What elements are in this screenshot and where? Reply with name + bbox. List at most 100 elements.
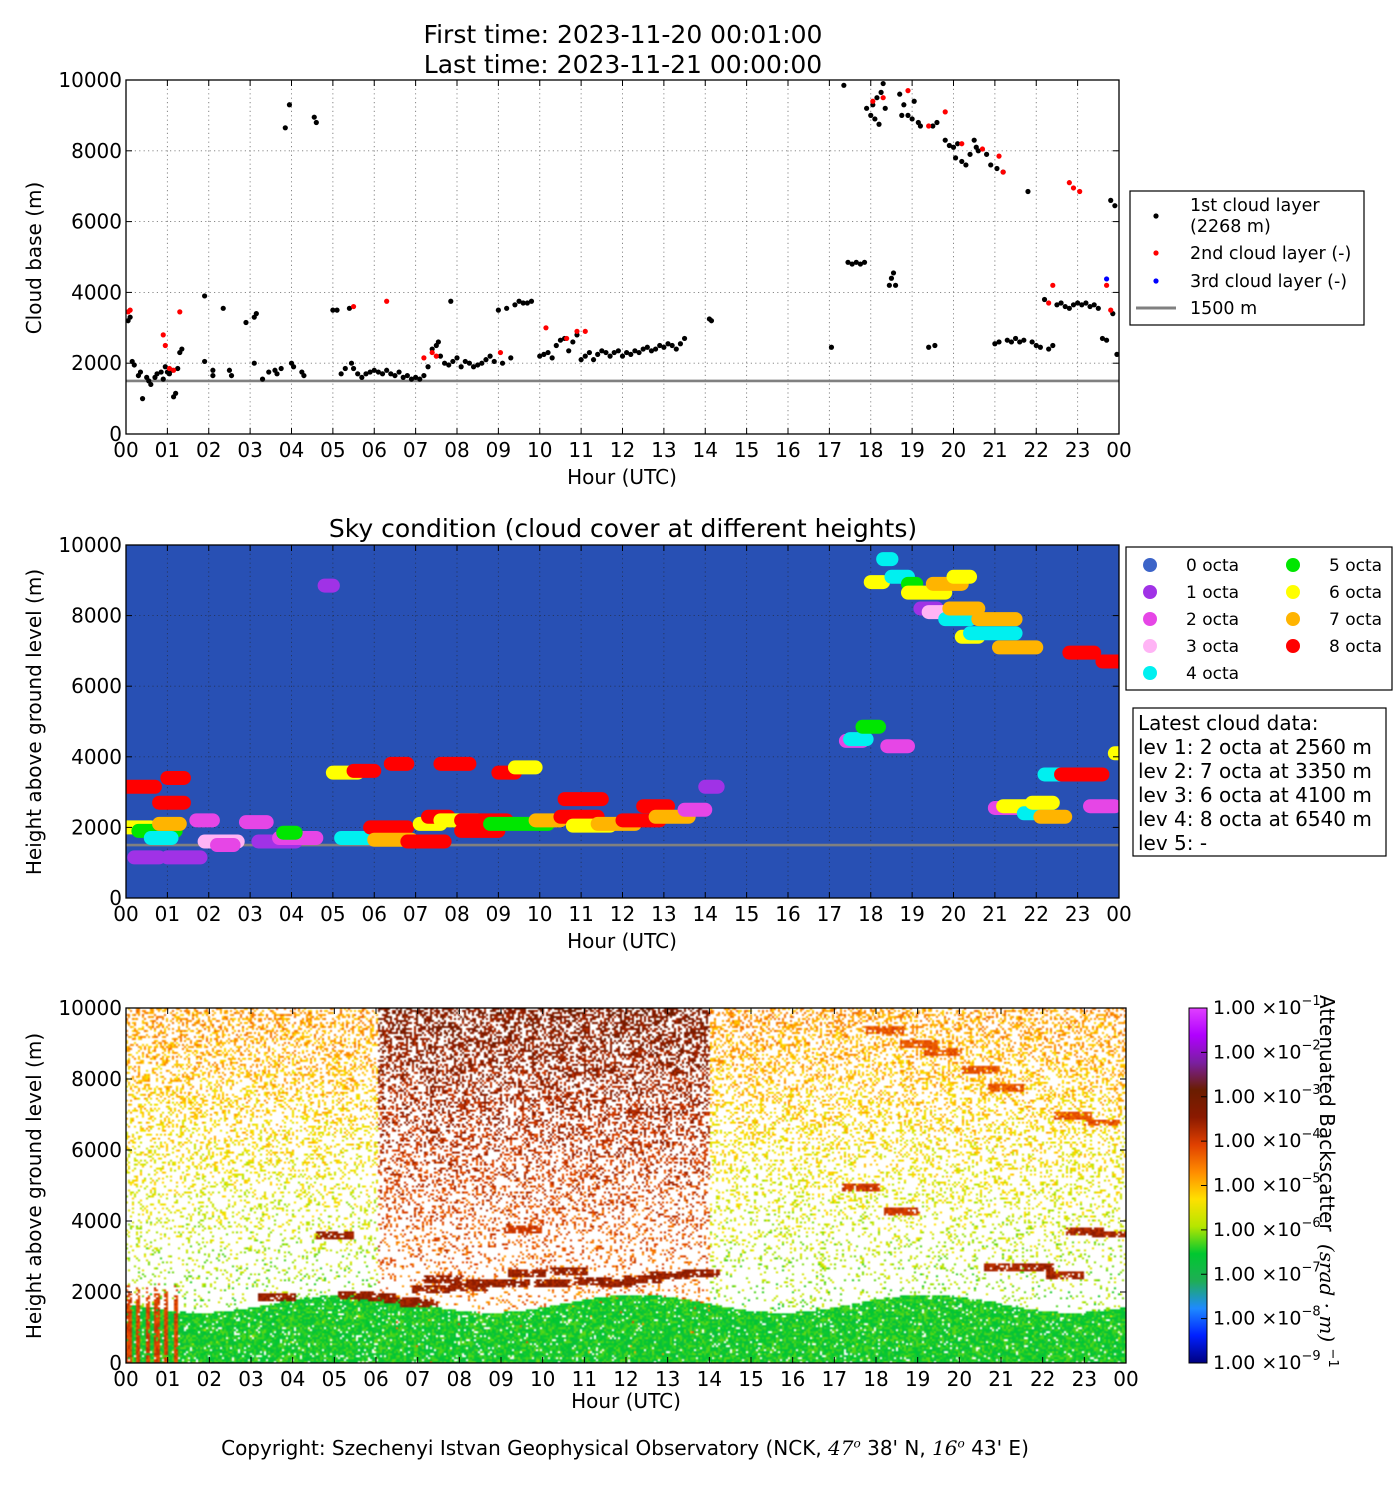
- backscatter-xtick-label: 22: [1030, 1367, 1055, 1391]
- cloud-layer1-point: [278, 365, 284, 372]
- backscatter-x-ticks: 00 01 02 03 04 05 06 07 08 09 10 11 12 13 14 15 16 17 18 19…: [113, 1008, 1139, 1391]
- cloud-layer1-point: [516, 298, 522, 304]
- backscatter-xtick-label: 06: [363, 1367, 388, 1391]
- cloud-layer1-point: [350, 365, 357, 372]
- cloud-layer1-point: [984, 151, 990, 157]
- backscatter-heatmap: [126, 1008, 1126, 1363]
- colorbar-tick-label: 1.00 ×10−3: [1213, 1083, 1321, 1108]
- cloud-layer1-point: [348, 360, 355, 366]
- colorbar: 1.00 ×10−9 1.00 ×10−8 1.00 ×10−7 1.00 ×10−6…: [1188, 994, 1340, 1374]
- cloud-layer1-point: [408, 376, 415, 382]
- legend-marker-layer1: [1153, 213, 1159, 219]
- latest-cloud-line-2: lev 2: 7 octa at 3350 m: [1138, 759, 1372, 783]
- cloud-layer1-point: [901, 102, 907, 108]
- cloud-layer1-point: [384, 367, 390, 373]
- cloud-layer1-point: [512, 302, 518, 308]
- cloud-layer2-point: [979, 146, 986, 152]
- cloud-base-xtick-label: 10: [527, 438, 552, 462]
- cloud-layer2-point: [1066, 180, 1072, 186]
- backscatter-xtick-label: 18: [863, 1367, 888, 1391]
- backscatter-xtick-label: 01: [155, 1367, 180, 1391]
- cloud-layer1-point: [905, 112, 911, 118]
- sky-xtick-label: 02: [196, 902, 221, 926]
- cloud-layer1-point: [975, 148, 981, 154]
- cloud-layer1-point: [545, 349, 551, 356]
- sky-ytick-label: 8000: [71, 604, 122, 628]
- cloud-layer1-point: [446, 362, 452, 368]
- cloud-layer1-point: [988, 162, 994, 168]
- cloud-layer1-point: [578, 357, 584, 363]
- cloud-base-xtick-label: 02: [196, 438, 221, 462]
- cloud-layer1-point: [342, 365, 348, 372]
- cloud-base-xtick-label: 06: [362, 438, 387, 462]
- cloud-base-grid: [126, 80, 1119, 434]
- cloud-layer1-point: [890, 270, 897, 276]
- cloud-layer1-point: [483, 357, 489, 363]
- sky-xtick-label: 23: [1065, 902, 1090, 926]
- cloud-layer1-point: [632, 348, 638, 354]
- cloud-layer1-point: [355, 371, 361, 377]
- cloud-layer1-point: [388, 371, 394, 377]
- cloud-layer1-point: [967, 151, 973, 157]
- cloud-layer1-point: [1012, 335, 1019, 342]
- cloud-layer1-point: [708, 318, 715, 324]
- cloud-layer2-point: [170, 367, 177, 373]
- cloud-layer1-point: [845, 259, 851, 265]
- colorbar-tick-label: 1.00 ×10−4: [1213, 1127, 1321, 1152]
- sky-xtick-label: 15: [734, 902, 759, 926]
- cloud-layer2-point: [421, 355, 427, 361]
- legend-label-layer2: 2nd cloud layer (-): [1190, 244, 1351, 264]
- cloud-layer1-point: [421, 372, 427, 379]
- octa-legend: 0 octa 1 octa 2 octa 3 octa 4 octa 5 octa 6 oc…: [1125, 546, 1393, 691]
- backscatter-xtick-label: 08: [447, 1367, 472, 1391]
- cloud-layer2-point: [433, 353, 439, 359]
- cloud-base-xtick-label: 12: [610, 438, 635, 462]
- octa-2-legend-label: 2 octa: [1186, 610, 1239, 630]
- cloud-layer1-point: [162, 364, 168, 370]
- legend-label-layer1: 1st cloud layer: [1190, 196, 1320, 216]
- cloud-layer1-point: [396, 369, 402, 375]
- cloud-layer2-point: [350, 303, 357, 310]
- cloud-layer1-point: [946, 142, 952, 149]
- cloud-layer1-point: [504, 305, 510, 311]
- cloud-layer1-point: [669, 342, 675, 349]
- colorbar-label-exp: −1: [1325, 1348, 1340, 1367]
- cloud-layer1-point: [158, 369, 164, 375]
- cloud-layer1-point: [1075, 300, 1081, 306]
- cloud-layer1-point: [611, 349, 617, 356]
- cloud-layer1-point: [479, 360, 485, 366]
- cloud-layer1-point: [595, 351, 601, 357]
- cloud-layer1-point: [1114, 351, 1119, 357]
- legend-marker-layer3: [1153, 278, 1159, 284]
- backscatter-x-label: Hour (UTC): [571, 1389, 681, 1413]
- cloud-layer1-point: [661, 344, 667, 350]
- cloud-base-xtick-label: 21: [982, 438, 1007, 462]
- backscatter-xtick-label: 09: [488, 1367, 513, 1391]
- cloud-layer1-point: [346, 305, 353, 311]
- sky-condition-marks: [126, 552, 1119, 865]
- cloud-layer1-point: [160, 376, 166, 382]
- octa-4-legend-marker: [1143, 666, 1157, 680]
- cloud-base-xtick-label: 23: [1065, 438, 1090, 462]
- cloud-layer1-point: [911, 98, 917, 104]
- cloud-layer1-point: [677, 341, 684, 347]
- cloud-layer1-point: [1087, 303, 1093, 310]
- backscatter-chart: 00 01 02 03 04 05 06 07 08 09 10 11 12 13 14 15 16 17 18 19…: [22, 994, 1340, 1413]
- backscatter-xtick-label: 02: [197, 1367, 222, 1391]
- cloud-layer1-point: [926, 344, 932, 350]
- sky-xtick-label: 06: [362, 902, 387, 926]
- cloud-layer2-point: [574, 328, 580, 334]
- sky-xtick-label: 03: [237, 902, 262, 926]
- cloud-layer1-point: [1054, 302, 1060, 308]
- cloud-layer1-point: [849, 261, 855, 267]
- cloud-layer1-point: [1058, 300, 1064, 306]
- cloud-base-xtick-label: 20: [941, 438, 966, 462]
- cloud-base-xtick-label: 00: [113, 438, 138, 462]
- backscatter-xtick-label: 12: [613, 1367, 638, 1391]
- backscatter-ytick-label: 0: [109, 1351, 122, 1375]
- cloud-layer1-point: [566, 348, 572, 354]
- sky-xtick-label: 01: [155, 902, 180, 926]
- cloud-layer1-point: [872, 116, 878, 122]
- backscatter-ytick-label: 10000: [58, 996, 122, 1020]
- octa-4-legend-label: 4 octa: [1186, 664, 1239, 684]
